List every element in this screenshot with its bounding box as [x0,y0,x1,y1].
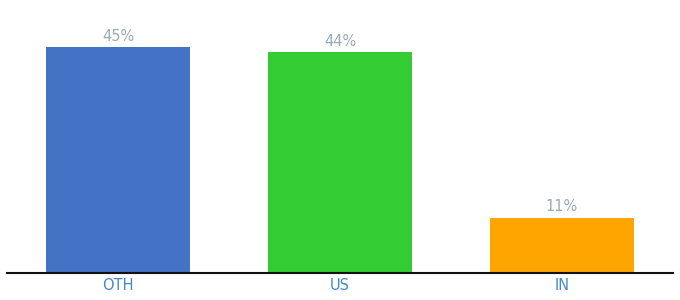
Bar [46,47,190,273]
Text: 44%: 44% [324,34,356,49]
Text: 45%: 45% [102,28,134,44]
Bar [490,218,634,273]
Text: 11%: 11% [546,200,578,214]
Bar [268,52,412,273]
